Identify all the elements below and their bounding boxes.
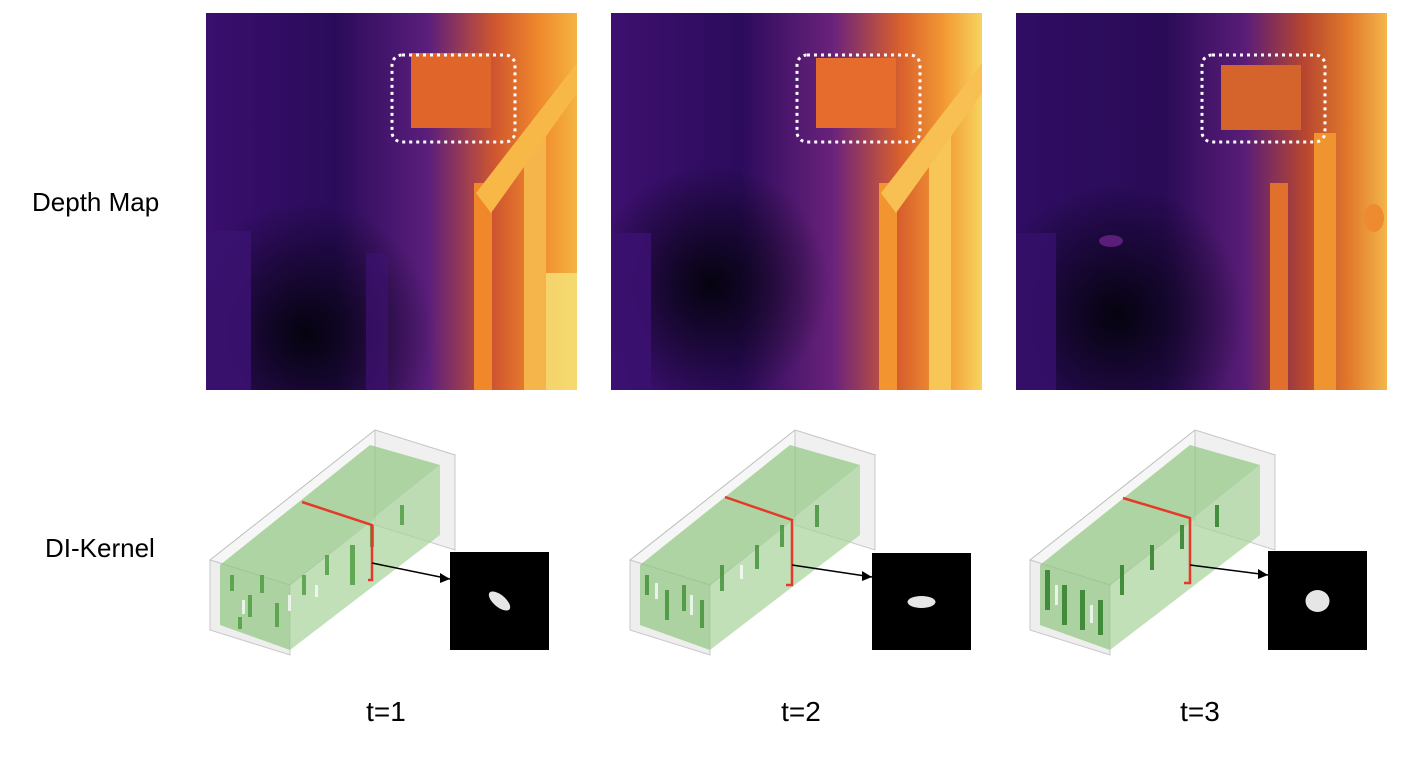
depth-map-panel-t3: [1016, 13, 1387, 390]
di-kernel-figure-t1: [200, 425, 600, 675]
di-kernel-figure-t3: [1020, 425, 1412, 675]
depth-map-panel-t1: [206, 13, 577, 390]
step-label-t1: t=1: [366, 696, 406, 727]
step-label-t2: t=2: [781, 696, 821, 727]
depth-map-panel-t2: [611, 13, 982, 390]
di-kernel-figure-t2: [620, 425, 1020, 675]
di-kernel-row-label: DI-Kernel: [45, 533, 155, 563]
depth-map-row-label: Depth Map: [32, 187, 160, 217]
step-label-t3: t=3: [1180, 696, 1220, 727]
